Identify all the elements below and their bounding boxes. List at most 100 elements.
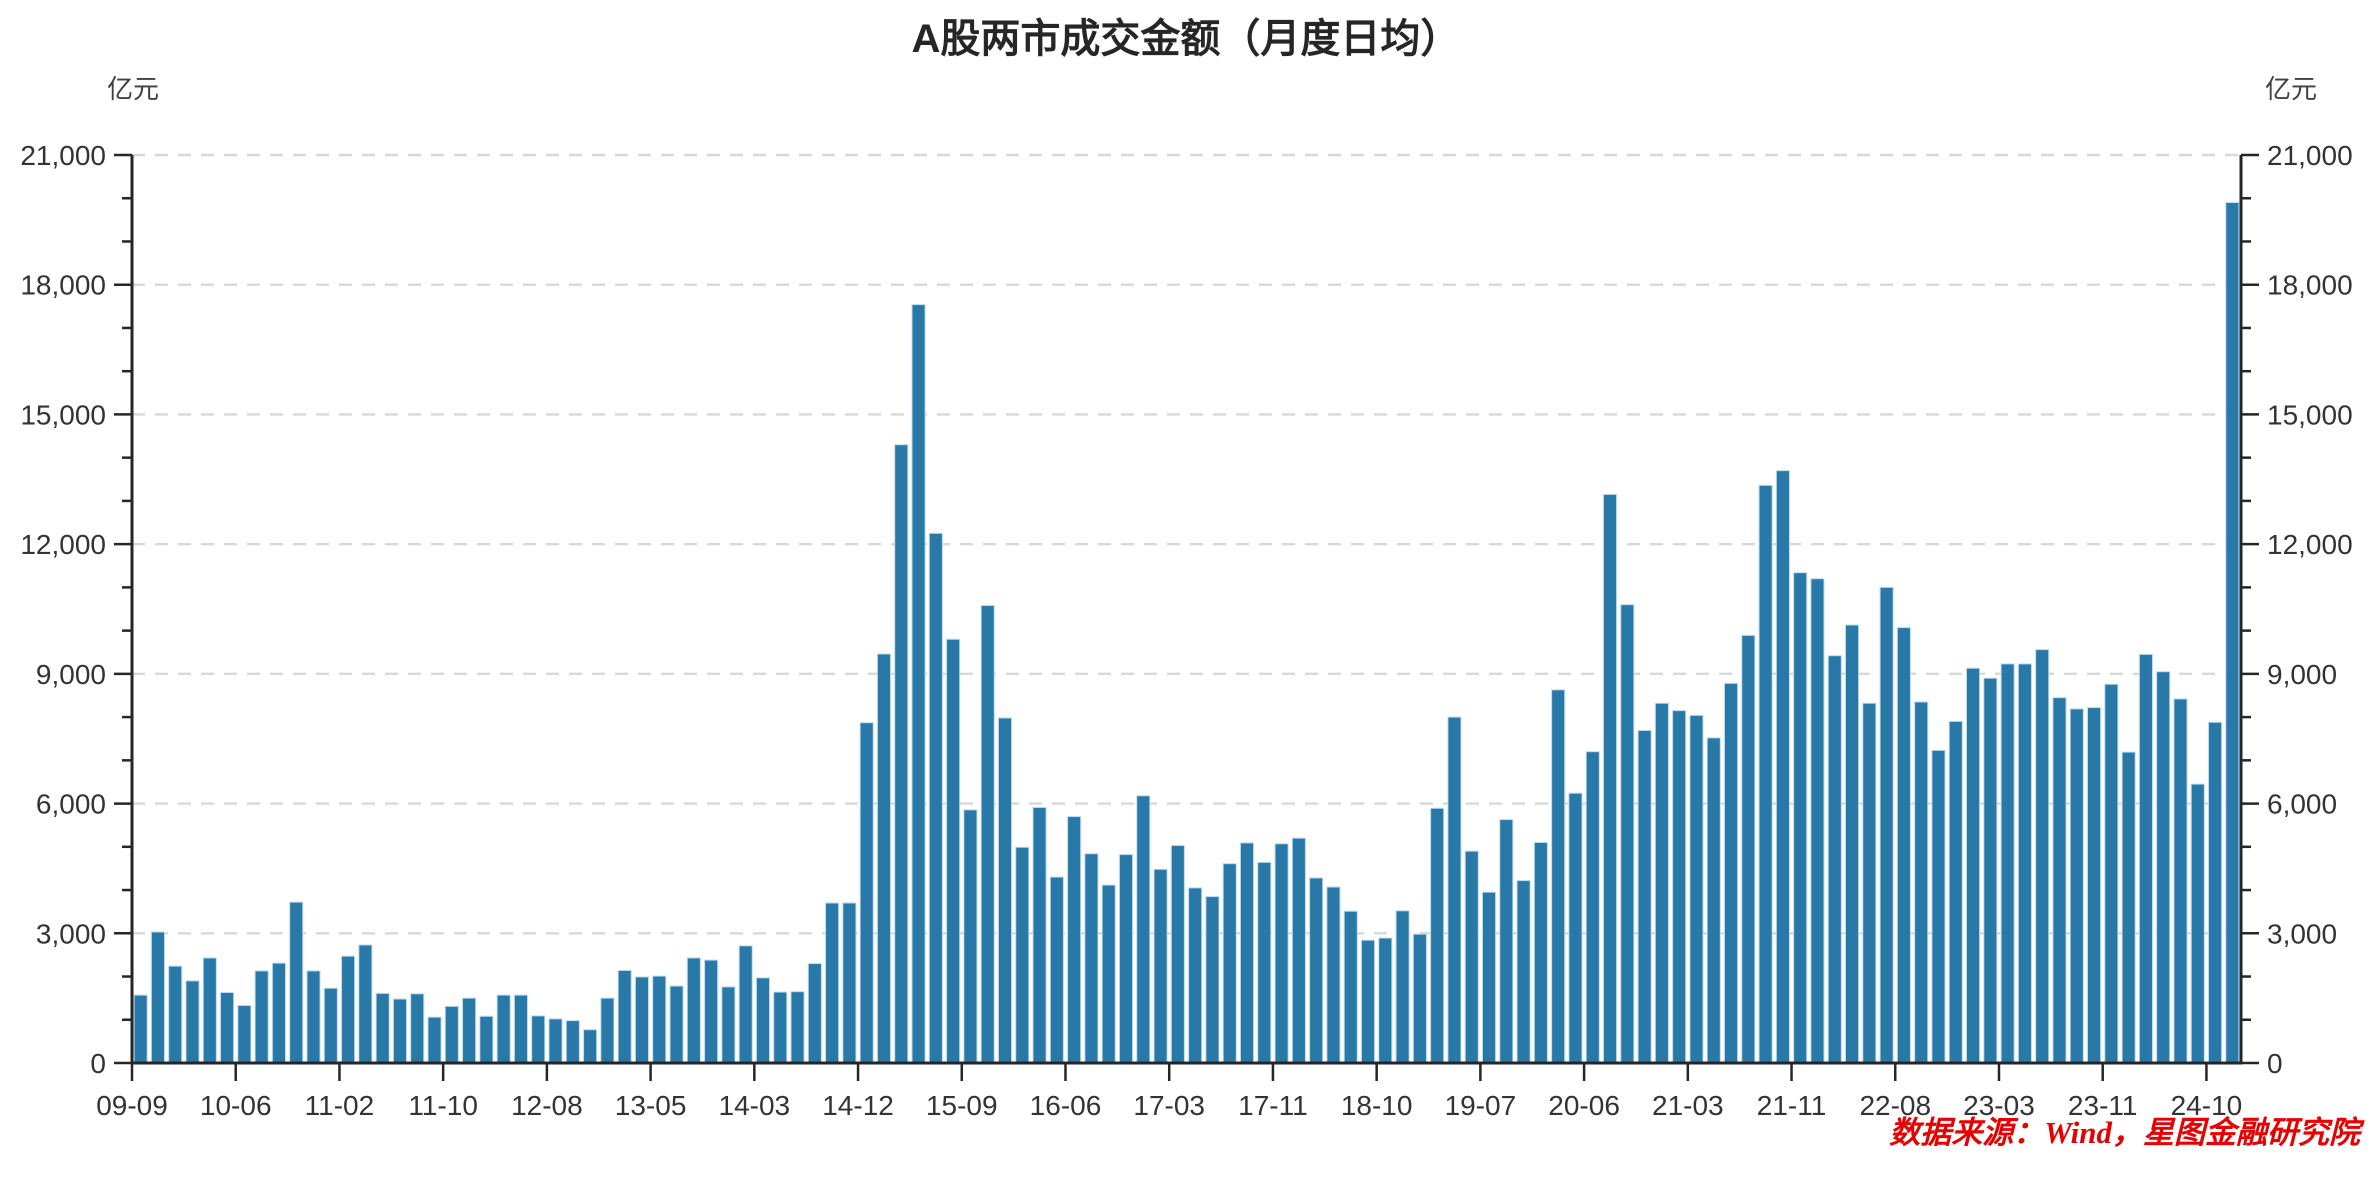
bar bbox=[323, 987, 338, 1064]
x-axis-label: 17-03 bbox=[1133, 1090, 1205, 1121]
bar bbox=[168, 965, 183, 1064]
bar bbox=[358, 944, 373, 1064]
bar bbox=[2208, 721, 2223, 1064]
bar bbox=[755, 977, 771, 1064]
bar bbox=[1430, 807, 1445, 1064]
bar bbox=[2156, 671, 2171, 1064]
x-axis-label: 21-11 bbox=[1757, 1090, 1827, 1121]
bar bbox=[1309, 877, 1324, 1064]
bar bbox=[150, 931, 165, 1064]
bar bbox=[1291, 837, 1306, 1064]
bar bbox=[427, 1016, 442, 1064]
bar bbox=[1015, 846, 1030, 1064]
bar bbox=[1360, 939, 1376, 1064]
source-note: 数据来源：Wind，星图金融研究院 bbox=[1889, 1115, 2365, 1150]
bar bbox=[652, 975, 667, 1064]
bar bbox=[410, 993, 425, 1064]
bar bbox=[1672, 710, 1687, 1064]
y-axis-label: 18,000 bbox=[2267, 270, 2353, 301]
y-axis-label: 12,000 bbox=[20, 529, 106, 560]
bar bbox=[2069, 708, 2084, 1064]
y-axis-label: 6,000 bbox=[2267, 789, 2337, 820]
bar bbox=[254, 970, 269, 1064]
x-axis-label: 20-06 bbox=[1548, 1090, 1620, 1121]
bar bbox=[859, 722, 874, 1064]
bar bbox=[773, 991, 788, 1064]
bar bbox=[548, 1018, 563, 1064]
bar bbox=[531, 1015, 546, 1064]
bar bbox=[1343, 910, 1358, 1064]
bar bbox=[721, 986, 736, 1064]
bar bbox=[1049, 876, 1064, 1064]
bar bbox=[2138, 653, 2153, 1064]
bar bbox=[1637, 729, 1652, 1064]
bar bbox=[1741, 634, 1756, 1064]
y-axis-label: 9,000 bbox=[36, 659, 106, 690]
bar bbox=[2035, 649, 2050, 1064]
bar bbox=[2000, 663, 2015, 1064]
x-axis-label: 14-03 bbox=[719, 1090, 791, 1121]
bar bbox=[1879, 586, 1894, 1064]
x-axis-label: 23-11 bbox=[2068, 1090, 2138, 1121]
bar bbox=[1239, 842, 1255, 1064]
y-axis-label: 6,000 bbox=[36, 789, 106, 820]
x-axis-label: 10-06 bbox=[200, 1090, 272, 1121]
bar bbox=[1032, 806, 1047, 1064]
bar bbox=[1602, 493, 1618, 1064]
bar bbox=[185, 980, 200, 1064]
y-axis-label: 9,000 bbox=[2267, 659, 2337, 690]
bar bbox=[2121, 751, 2136, 1064]
bar bbox=[444, 1005, 459, 1064]
bar bbox=[842, 902, 857, 1064]
bar bbox=[876, 653, 892, 1064]
bar bbox=[1153, 868, 1168, 1064]
bar bbox=[565, 1020, 580, 1064]
bar bbox=[392, 998, 407, 1064]
plot-area: 0 0 3,000 3,000 6,000 6,000 9,000 9,000 12,000 12… bbox=[20, 140, 2352, 1121]
bar bbox=[2173, 698, 2188, 1064]
x-axis-label: 13-05 bbox=[615, 1090, 687, 1121]
bar bbox=[479, 1015, 494, 1064]
bar bbox=[1689, 714, 1704, 1064]
bar bbox=[1257, 861, 1272, 1064]
x-axis-label: 23-03 bbox=[1963, 1090, 2035, 1121]
bar bbox=[1966, 667, 1981, 1064]
y-axis-label: 3,000 bbox=[2267, 918, 2337, 949]
bar bbox=[946, 638, 961, 1064]
x-axis-label: 18-10 bbox=[1341, 1090, 1413, 1121]
bar bbox=[1931, 749, 1946, 1064]
bar bbox=[1862, 702, 1877, 1064]
bar bbox=[1395, 910, 1410, 1064]
y-axis-label: 15,000 bbox=[2267, 399, 2353, 430]
x-axis-label: 19-07 bbox=[1445, 1090, 1517, 1121]
bar bbox=[1620, 604, 1635, 1064]
y-axis-unit-left: 亿元 bbox=[107, 74, 159, 104]
bar bbox=[133, 994, 148, 1064]
bar bbox=[341, 955, 356, 1064]
bar bbox=[997, 717, 1013, 1064]
bar bbox=[669, 985, 684, 1064]
bar bbox=[1533, 841, 1548, 1064]
bar bbox=[807, 963, 822, 1064]
x-axis-label: 21-03 bbox=[1652, 1090, 1724, 1121]
bar bbox=[513, 994, 528, 1064]
bar bbox=[2225, 202, 2240, 1064]
bar bbox=[704, 959, 719, 1064]
x-axis-label: 15-09 bbox=[926, 1090, 998, 1121]
bar bbox=[911, 304, 926, 1064]
bar bbox=[220, 992, 235, 1064]
bar bbox=[980, 605, 995, 1064]
bar bbox=[1775, 470, 1790, 1064]
bar bbox=[2190, 783, 2205, 1064]
x-axis-label: 12-08 bbox=[511, 1090, 583, 1121]
bar bbox=[289, 901, 304, 1064]
y-axis-label: 15,000 bbox=[20, 399, 106, 430]
bar bbox=[1412, 933, 1427, 1064]
bar bbox=[1723, 682, 1739, 1064]
bar bbox=[1585, 751, 1600, 1064]
bar bbox=[306, 970, 321, 1064]
y-axis-label: 3,000 bbox=[36, 918, 106, 949]
x-axis-label: 17-11 bbox=[1238, 1090, 1308, 1121]
chart-title: A股两市成交金额（月度日均） bbox=[912, 16, 1461, 61]
bar bbox=[2104, 683, 2119, 1064]
